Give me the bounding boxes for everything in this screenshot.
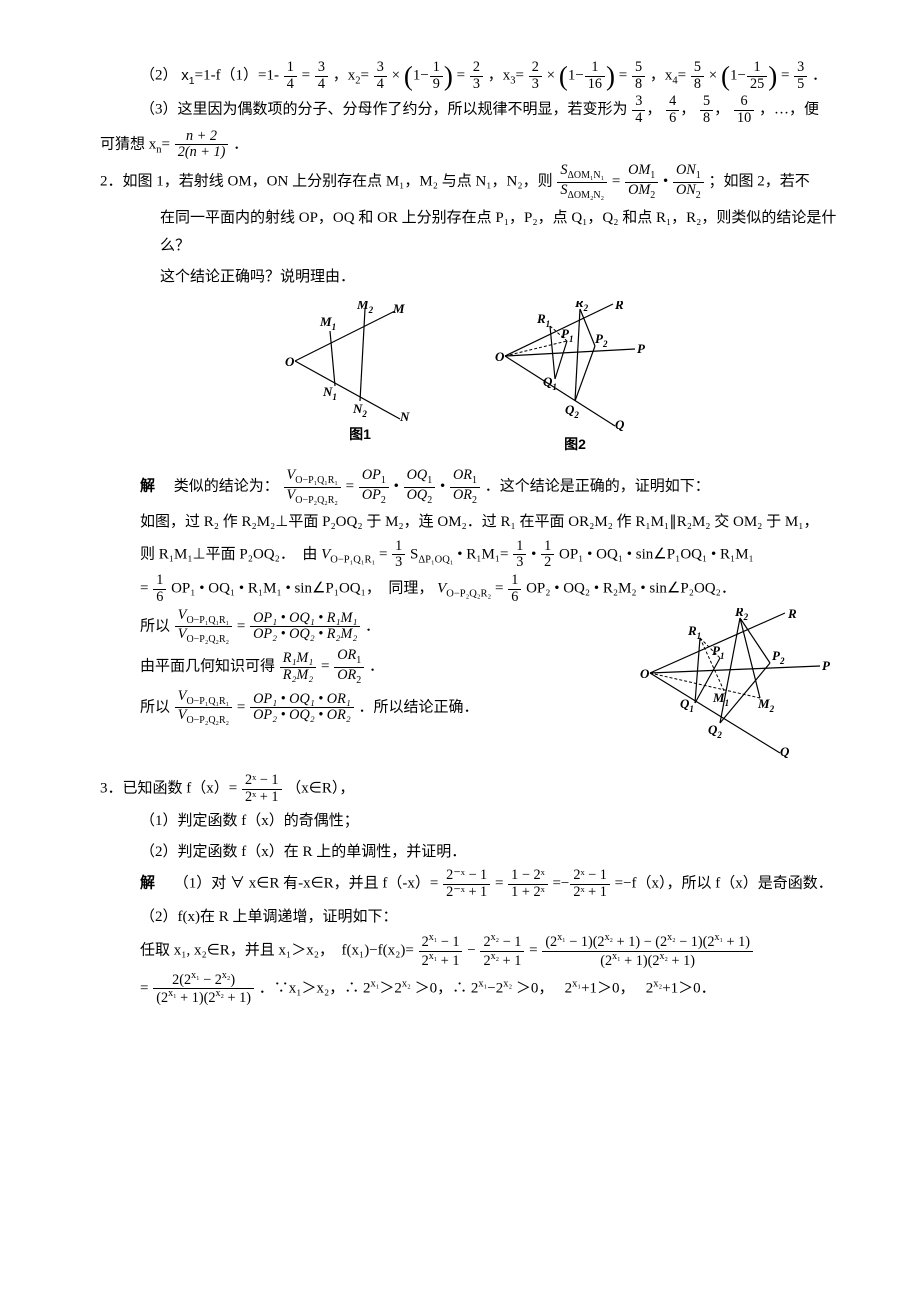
solution-line4: = 16 OP₁ • OQ₁ • R₁M₁ • sin∠P₁OQ₁， 同理， V… bbox=[100, 573, 840, 605]
svg-text:R: R bbox=[614, 301, 624, 312]
problem-3-sub1: （1）判定函数 f（x）的奇偶性； bbox=[100, 807, 840, 836]
svg-text:N1: N1 bbox=[322, 384, 337, 402]
svg-text:M1: M1 bbox=[319, 314, 336, 332]
problem-3-sol-2: （2）f(x)在 R 上单调递增，证明如下： bbox=[100, 903, 840, 932]
problem-3-sol-1: 解 （1）对 ∀ x∈R 有-x∈R，并且 f（-x）= 2⁻ˣ − 12⁻ˣ … bbox=[100, 868, 840, 900]
solution-line1: 解 类似的结论为： VO−P₁Q₁R₁VO−P₂Q₂R₂ = OP1OP2 • … bbox=[100, 468, 840, 507]
frac-3-4: 34 bbox=[315, 60, 328, 92]
svg-text:R1: R1 bbox=[536, 311, 550, 329]
problem-3-sol-4: = 2(2x₁ − 2x₂) (2x₁ + 1)(2x₂ + 1) ．∵x₁＞x… bbox=[100, 971, 840, 1007]
figure-1: O M1 M2 M N1 N2 N 图1 bbox=[285, 301, 435, 458]
solution-label-3: 解 bbox=[140, 876, 155, 892]
figure-2-label: 图2 bbox=[495, 431, 655, 458]
svg-text:P: P bbox=[822, 658, 831, 673]
problem-3-sub2: （2）判定函数 f（x）在 R 上的单调性，并证明． bbox=[100, 838, 840, 867]
svg-text:Q2: Q2 bbox=[708, 722, 722, 740]
answer-part-2: （2） x1=1-f（1）=1- 14 = 34 ，x2= 34 × (1−19… bbox=[100, 60, 840, 92]
frac-1-4: 14 bbox=[284, 60, 297, 92]
solution-label: 解 bbox=[140, 478, 155, 494]
svg-text:P: P bbox=[637, 341, 646, 356]
x1: x1 bbox=[181, 67, 194, 84]
problem-2-line3: 这个结论正确吗？说明理由． bbox=[100, 263, 840, 292]
svg-text:O: O bbox=[495, 349, 505, 364]
solution-line3: 则 R₁M₁⊥平面 P₂OQ₂． 由 VO−P₁Q₁R₁ = 13 SΔP₁OQ… bbox=[100, 539, 840, 571]
figure-1-svg: O M1 M2 M N1 N2 N bbox=[285, 301, 435, 421]
problem-3-sol-3: 任取 x₁, x₂∈R，并且 x₁＞x₂， f(x₁)−f(x₂)= 2x₁ −… bbox=[100, 933, 840, 969]
figure-3: O R1 R2 R P1 P2 P Q1 M1 M2 Q2 Q bbox=[640, 608, 840, 769]
svg-text:P2: P2 bbox=[772, 648, 785, 666]
svg-text:N: N bbox=[399, 409, 410, 421]
svg-text:R: R bbox=[787, 608, 797, 621]
svg-text:M1: M1 bbox=[712, 690, 729, 708]
svg-text:N2: N2 bbox=[352, 401, 367, 419]
svg-text:Q: Q bbox=[780, 744, 790, 758]
figure-3-svg: O R1 R2 R P1 P2 P Q1 M1 M2 Q2 Q bbox=[640, 608, 840, 758]
label-2: （2） bbox=[140, 68, 178, 84]
problem-3-head: 3．已知函数 f（x）= 2ˣ − 12ˣ + 1 （x∈R）， bbox=[100, 773, 840, 805]
problem-2-line2: 在同一平面内的射线 OP，OQ 和 OR 上分别存在点 P₁，P₂，点 Q₁，Q… bbox=[100, 204, 840, 261]
figure-2-svg: O R1 R2 R P1 P2 P Q1 Q2 Q bbox=[495, 301, 655, 431]
svg-text:M2: M2 bbox=[757, 696, 775, 714]
svg-text:R1: R1 bbox=[687, 623, 701, 641]
svg-text:M: M bbox=[392, 301, 405, 316]
answer-part-3-line1: （3）这里因为偶数项的分子、分母作了约分，所以规律不明显，若变形为 34， 46… bbox=[100, 94, 840, 126]
figure-1-label: 图1 bbox=[285, 421, 435, 448]
problem-2-line1: 2．如图 1，若射线 OM，ON 上分别存在点 M₁，M₂ 与点 N₁，N₂，则… bbox=[100, 163, 840, 202]
figure-row: O M1 M2 M N1 N2 N 图1 bbox=[100, 301, 840, 458]
svg-text:Q: Q bbox=[615, 417, 625, 431]
svg-text:O: O bbox=[285, 354, 295, 369]
ratio-s: SΔOM₁N₁ SΔOM₂N₂ bbox=[557, 163, 607, 202]
figure-2: O R1 R2 R P1 P2 P Q1 Q2 Q 图2 bbox=[495, 301, 655, 458]
solution-line2: 如图，过 R₂ 作 R₂M₂⊥平面 P₂OQ₂ 于 M₂，连 OM₂．过 R₁ … bbox=[100, 508, 840, 537]
svg-text:Q2: Q2 bbox=[565, 402, 579, 420]
svg-text:P2: P2 bbox=[595, 331, 608, 349]
svg-text:P1: P1 bbox=[712, 643, 724, 661]
svg-text:O: O bbox=[640, 666, 650, 681]
answer-part-3-line2: 可猜想 xn= n + 22(n + 1) ． bbox=[100, 129, 840, 161]
